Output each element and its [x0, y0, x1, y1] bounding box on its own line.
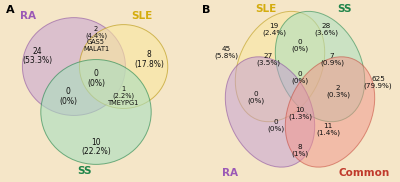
Ellipse shape [225, 57, 315, 167]
Text: 0
(0%): 0 (0%) [292, 70, 308, 84]
Text: SLE: SLE [255, 4, 277, 14]
Text: 2
(0.3%): 2 (0.3%) [326, 84, 350, 98]
Ellipse shape [235, 11, 325, 122]
Ellipse shape [285, 57, 375, 167]
Text: 28
(3.6%): 28 (3.6%) [314, 23, 338, 36]
Text: 10
(22.2%): 10 (22.2%) [81, 138, 111, 156]
Text: 625
(79.9%): 625 (79.9%) [364, 76, 392, 89]
Text: SS: SS [78, 166, 92, 176]
Text: 0
(0%): 0 (0%) [248, 92, 264, 104]
Text: RA: RA [222, 168, 238, 178]
Text: 19
(2.4%): 19 (2.4%) [262, 23, 286, 36]
Ellipse shape [275, 11, 365, 122]
Text: SS: SS [337, 4, 351, 14]
Text: 10
(1.3%): 10 (1.3%) [288, 107, 312, 120]
Text: 0
(0%): 0 (0%) [292, 39, 308, 52]
Text: 0
(0%): 0 (0%) [268, 119, 284, 132]
Circle shape [22, 18, 126, 115]
Text: 1
(2.2%)
TMEYPG1: 1 (2.2%) TMEYPG1 [108, 86, 139, 106]
Circle shape [41, 60, 151, 164]
Text: 0
(0%): 0 (0%) [59, 87, 77, 106]
Text: SLE: SLE [131, 11, 153, 21]
Text: 24
(53.3%): 24 (53.3%) [22, 47, 52, 65]
Circle shape [80, 25, 168, 108]
Text: 7
(0.9%): 7 (0.9%) [320, 53, 344, 66]
Text: B: B [202, 5, 210, 15]
Text: 0
(0%): 0 (0%) [87, 69, 105, 88]
Text: 8
(17.8%): 8 (17.8%) [134, 50, 164, 69]
Text: 11
(1.4%): 11 (1.4%) [316, 123, 340, 136]
Text: 27
(3.5%): 27 (3.5%) [256, 53, 280, 66]
Text: RA: RA [20, 11, 36, 21]
Text: A: A [6, 5, 14, 15]
Text: Common: Common [338, 168, 390, 178]
Text: 45
(5.8%): 45 (5.8%) [214, 46, 238, 59]
Text: 2
(4.4%)
GAS5
MALAT1: 2 (4.4%) GAS5 MALAT1 [83, 26, 109, 52]
Text: 8
(1%): 8 (1%) [292, 144, 308, 157]
